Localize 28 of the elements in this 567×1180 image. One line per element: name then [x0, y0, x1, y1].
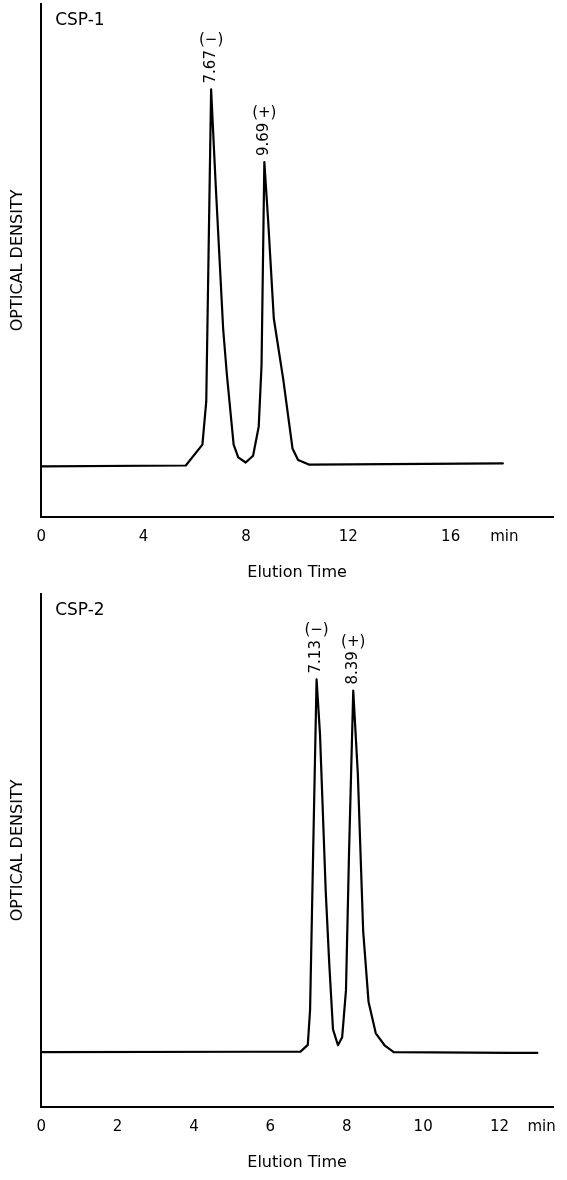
x-tick-label: 0: [36, 526, 46, 545]
x-tick-label: min: [490, 526, 519, 545]
x-tick-label: 6: [265, 1116, 276, 1135]
chart-title: CSP-1: [55, 8, 105, 29]
x-tick-label: 12: [489, 1116, 510, 1135]
x-tick-label: 4: [189, 1116, 199, 1135]
text: (−): [198, 30, 224, 49]
annotation: 9.69: [254, 122, 273, 157]
y-axis-title: OPTICAL DENSITY: [6, 189, 26, 332]
x-tick-label: 16: [441, 526, 461, 545]
chart-title: CSP-2: [55, 598, 105, 619]
x-tick-label: min: [527, 1116, 556, 1135]
text: (+): [341, 631, 366, 650]
x-axis-title: Elution Time: [247, 1151, 347, 1171]
x-tick-label: 12: [338, 526, 358, 545]
x-axis-title: Elution Time: [247, 561, 347, 581]
x-tick-label: 2: [112, 1116, 123, 1135]
annotation: 8.39: [343, 651, 362, 685]
annotation: (+): [252, 103, 277, 122]
y-axis-title: OPTICAL DENSITY: [6, 779, 26, 922]
annotation: 7.67: [201, 50, 220, 84]
annotation: 7.13: [306, 640, 325, 674]
x-tick-label: 0: [36, 1116, 46, 1135]
x-tick-label: 10: [413, 1116, 433, 1135]
x-tick-label: 8: [241, 526, 251, 545]
x-tick-label: 8: [341, 1116, 352, 1135]
text: (−): [304, 620, 329, 639]
x-tick-label: 4: [138, 526, 149, 545]
